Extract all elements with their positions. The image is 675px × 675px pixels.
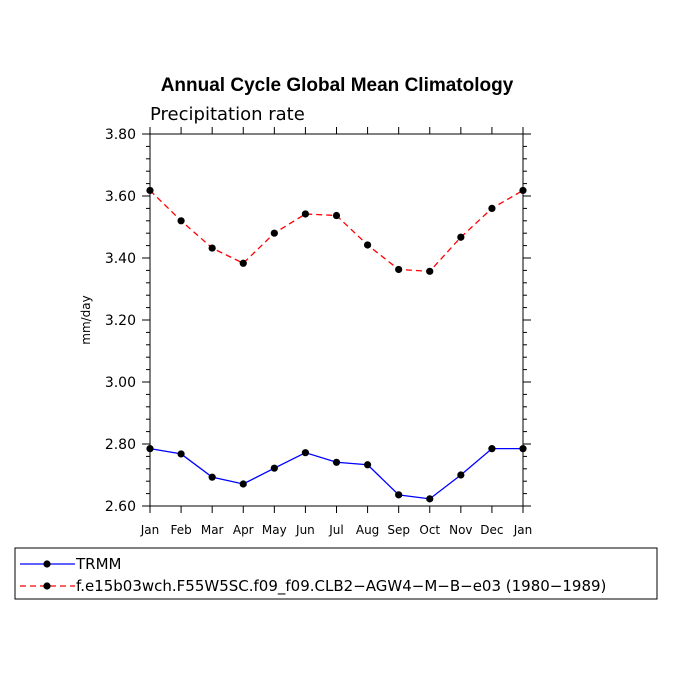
data-point [208, 473, 216, 481]
y-tick-label: 2.80 [105, 437, 136, 453]
x-tick-label: Mar [201, 523, 224, 537]
data-point [457, 471, 465, 479]
x-tick-label: Sep [387, 523, 410, 537]
x-tick-label: Jul [328, 523, 343, 537]
y-tick-label: 3.20 [105, 313, 136, 329]
data-point [332, 458, 341, 466]
x-tick-label: Jan [513, 523, 533, 537]
plot-frame [149, 133, 524, 507]
data-point [239, 259, 247, 267]
series-line-1 [149, 189, 524, 272]
data-point [519, 186, 527, 195]
data-point [488, 445, 496, 453]
legend-marker-1 [43, 582, 51, 590]
data-point [177, 217, 185, 225]
y-tick-label: 3.60 [105, 189, 136, 205]
data-point [457, 233, 465, 241]
data-point [332, 211, 341, 220]
data-point [519, 445, 527, 453]
data-point [363, 461, 372, 469]
y-tick-label: 3.40 [105, 251, 136, 267]
x-tick-label: Nov [449, 523, 472, 537]
data-point [301, 210, 310, 218]
x-tick-label: Aug [356, 523, 379, 537]
legend: TRMM f.e15b03wch.F55W5SC.f09_f09.CLB2−AGW… [20, 555, 606, 596]
data-point [208, 244, 216, 252]
data-point [301, 449, 310, 457]
series-layer [146, 186, 527, 503]
x-tick-label: Dec [480, 523, 503, 537]
y-axis-label: mm/day [79, 295, 93, 345]
data-point [395, 491, 403, 499]
x-tick-labels: Jan Feb Mar Apr May Jun Jul Aug Sep Oct Nov Dec Jan [140, 523, 533, 537]
x-tick-label: Jan [140, 523, 160, 537]
y-tick-label: 3.00 [105, 375, 136, 391]
x-tick-label: Oct [419, 523, 440, 537]
data-point [488, 204, 496, 212]
data-point [146, 445, 154, 453]
y-tick-label: 2.60 [105, 499, 136, 515]
data-point [239, 480, 247, 488]
data-point [395, 265, 403, 274]
x-tick-label: Jun [295, 523, 315, 537]
data-point [270, 464, 278, 472]
legend-box [14, 547, 658, 600]
series-line-0 [149, 447, 523, 500]
legend-label-0: TRMM [75, 555, 121, 573]
chart-title: Annual Cycle Global Mean Climatology [161, 75, 514, 96]
x-tick-label: Apr [233, 523, 254, 537]
legend-label-1: f.e15b03wch.F55W5SC.f09_f09.CLB2−AGW4−M−… [76, 577, 606, 596]
axis-ticks [142, 127, 531, 513]
data-point [426, 495, 434, 503]
data-point [426, 267, 434, 275]
data-point [177, 450, 185, 458]
x-tick-label: Feb [170, 523, 191, 537]
data-point [363, 241, 372, 249]
data-point [270, 229, 278, 237]
chart-subtitle: Precipitation rate [150, 104, 305, 125]
y-tick-labels: 2.60 2.80 3.00 3.20 3.40 3.60 3.80 [105, 127, 136, 515]
x-tick-label: May [262, 523, 287, 537]
y-tick-label: 3.80 [105, 127, 136, 143]
legend-marker-0 [43, 560, 51, 568]
data-point [146, 186, 154, 195]
